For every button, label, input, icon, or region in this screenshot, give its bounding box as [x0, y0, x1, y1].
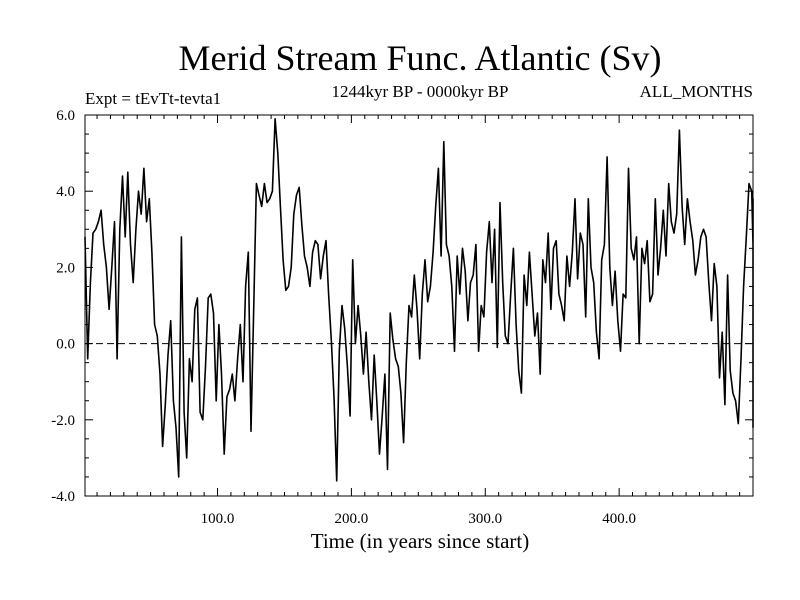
y-tick-label: 2.0 — [56, 260, 75, 276]
chart-subtitle-right: ALL_MONTHS — [640, 82, 753, 101]
x-tick-label: 200.0 — [335, 511, 369, 527]
y-axis-ticks: -4.0 -2.0 0.0 2.0 4.0 6.0 — [51, 108, 753, 505]
x-tick-label: 400.0 — [602, 511, 636, 527]
x-tick-label: 100.0 — [201, 511, 235, 527]
chart-subtitle-left: Expt = tEvTt-tevta1 — [85, 89, 221, 108]
y-tick-label: 4.0 — [56, 184, 75, 200]
plot-area: -4.0 -2.0 0.0 2.0 4.0 6.0 100.0 200.0 300.0 400.… — [51, 108, 754, 527]
chart-subtitle-center: 1244kyr BP - 0000kyr BP — [332, 82, 509, 101]
y-tick-label: 0.0 — [56, 337, 75, 353]
chart-title: Merid Stream Func. Atlantic (Sv) — [179, 38, 662, 78]
y-tick-label: -4.0 — [51, 489, 75, 505]
y-tick-label: -2.0 — [51, 413, 75, 429]
series-line — [84, 118, 754, 482]
x-tick-label: 300.0 — [468, 511, 502, 527]
x-axis-ticks: 100.0 200.0 300.0 400.0 — [96, 115, 754, 527]
y-tick-label: 6.0 — [56, 108, 75, 124]
x-axis-label: Time (in years since start) — [311, 529, 530, 553]
